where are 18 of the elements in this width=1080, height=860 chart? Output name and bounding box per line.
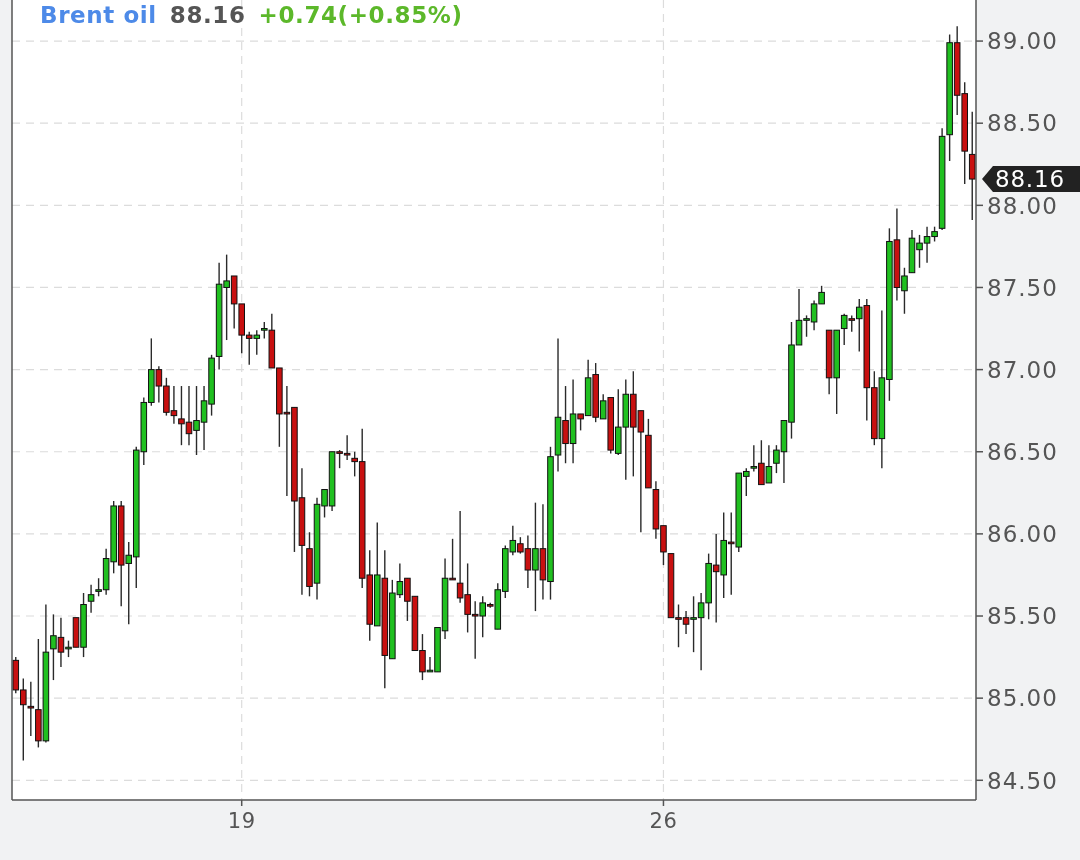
y-tick-label: 85.50 xyxy=(987,603,1058,630)
x-tick-label: 19 xyxy=(227,809,256,833)
y-tick-label: 87.00 xyxy=(987,356,1058,383)
y-tick-label: 84.50 xyxy=(987,767,1058,794)
y-tick-label: 88.00 xyxy=(987,192,1058,219)
y-tick-label: 85.00 xyxy=(987,685,1058,712)
y-tick-label: 87.50 xyxy=(987,274,1058,301)
text: 88.16 xyxy=(995,166,1065,193)
annotation: +0.74(+0.85%) xyxy=(258,2,463,28)
candlestick xyxy=(87,584,95,614)
x-tick-label: 26 xyxy=(649,809,678,833)
y-tick-label: 88.50 xyxy=(987,110,1058,137)
candlestick xyxy=(27,681,35,737)
annotation: 88.16 xyxy=(169,2,246,28)
y-tick-label: 89.00 xyxy=(987,28,1058,55)
y-tick-label: 86.50 xyxy=(987,439,1058,466)
chart-title: Brent oil xyxy=(40,2,157,28)
y-tick-label: 86.00 xyxy=(987,521,1058,548)
